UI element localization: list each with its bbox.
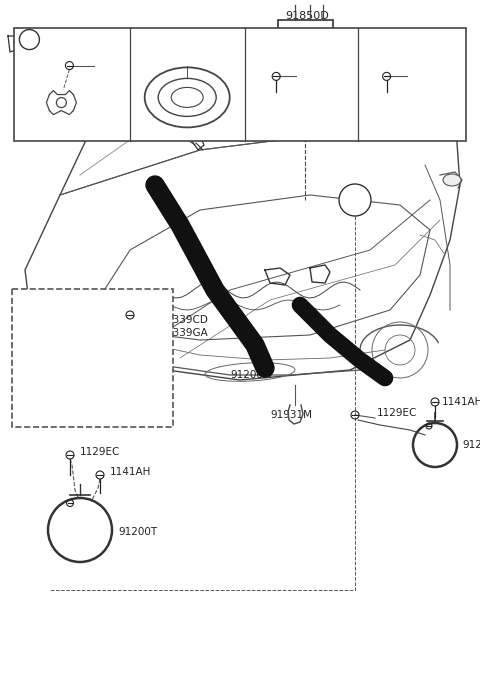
Bar	[14, 28, 466, 141]
Ellipse shape	[443, 174, 461, 186]
Text: 1141AH: 1141AH	[442, 397, 480, 407]
Bar	[278, 20, 333, 120]
Text: 1129EC: 1129EC	[377, 408, 418, 418]
Text: 91931M: 91931M	[270, 410, 312, 420]
Text: 1339GA: 1339GA	[167, 328, 209, 338]
Text: 1141AH: 1141AH	[110, 467, 151, 477]
Text: 1125AD: 1125AD	[408, 85, 450, 94]
Text: 1140AA: 1140AA	[298, 85, 339, 94]
Text: 1125DA: 1125DA	[408, 70, 450, 79]
Text: 91200T: 91200T	[118, 527, 157, 537]
Bar	[12, 289, 173, 427]
Text: (ATM): (ATM)	[20, 298, 57, 309]
Text: 1129EC: 1129EC	[80, 447, 120, 457]
Text: 91200M: 91200M	[230, 370, 272, 380]
Text: 91768A: 91768A	[167, 52, 207, 63]
Text: a: a	[26, 34, 32, 45]
Text: 13396: 13396	[96, 61, 130, 70]
Circle shape	[19, 30, 39, 50]
Circle shape	[339, 184, 371, 216]
Text: 1339CD: 1339CD	[167, 315, 209, 325]
Text: a: a	[351, 195, 359, 205]
Text: 91850D: 91850D	[285, 11, 329, 21]
Text: 91200T: 91200T	[462, 440, 480, 450]
Text: 1141AJ: 1141AJ	[298, 70, 335, 79]
Text: 91860E: 91860E	[85, 63, 127, 73]
